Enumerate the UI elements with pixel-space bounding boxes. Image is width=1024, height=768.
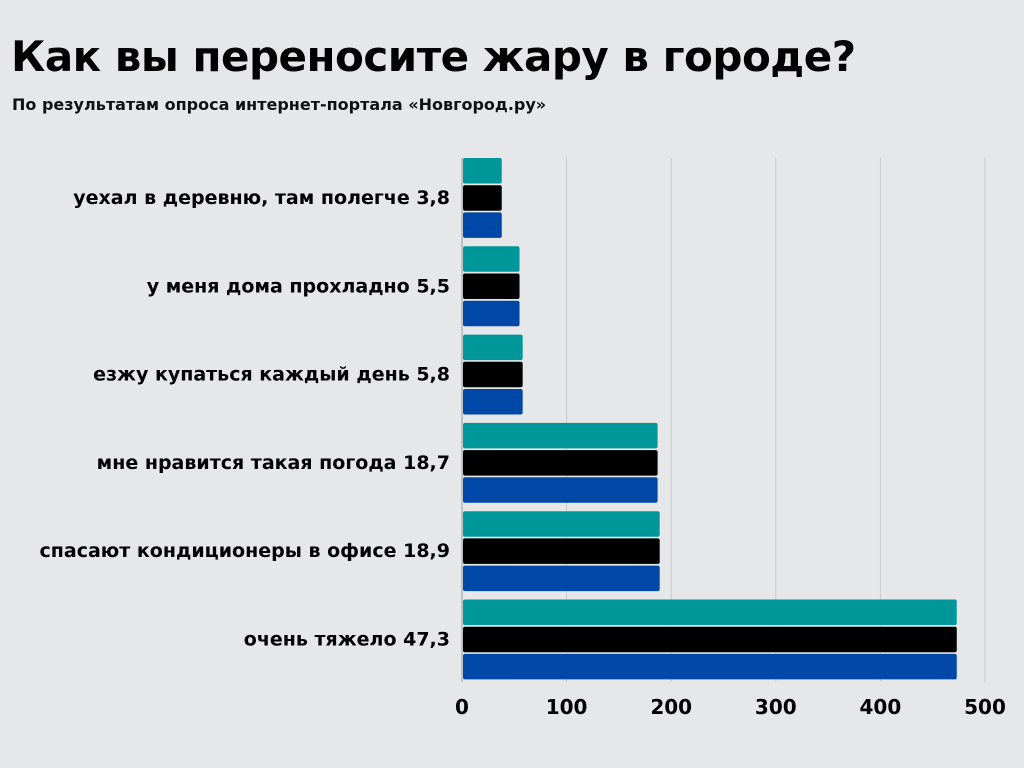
bar (463, 273, 520, 299)
x-tick-label: 500 (964, 695, 1006, 719)
bar (463, 477, 658, 503)
bar (463, 538, 660, 564)
category-label: спасают кондиционеры в офисе 18,9 (40, 540, 451, 562)
category-label: езжу купаться каждый день 5,8 (93, 364, 450, 386)
bar (463, 653, 957, 680)
bar (463, 626, 957, 653)
chart-subtitle: По результатам опроса интернет-портала «… (12, 95, 547, 114)
bar (463, 300, 520, 327)
category-labels: уехал в деревню, там полегче 3,8 у меня д… (40, 187, 451, 651)
x-tick-label: 400 (860, 695, 902, 719)
chart-title: Как вы переносите жару в городе? (11, 32, 856, 81)
category-label: уехал в деревню, там полегче 3,8 (73, 187, 450, 209)
x-axis-ticks: 0 100 200 300 400 500 (455, 695, 1006, 719)
bar (463, 389, 523, 415)
bar (463, 158, 502, 184)
bar (463, 422, 658, 449)
grid-lines (461, 158, 986, 682)
bar (463, 185, 502, 211)
bar (463, 599, 957, 625)
x-tick-label: 0 (455, 695, 469, 719)
bar (463, 450, 658, 476)
bar (463, 246, 520, 272)
bar (463, 511, 660, 537)
bar (463, 565, 660, 592)
bar (463, 334, 523, 361)
category-label: очень тяжело 47,3 (244, 628, 450, 650)
x-tick-label: 100 (546, 695, 588, 719)
category-label: у меня дома прохладно 5,5 (147, 275, 450, 297)
x-tick-label: 200 (650, 695, 692, 719)
bar (463, 212, 502, 238)
bars (463, 158, 957, 680)
x-tick-label: 300 (755, 695, 797, 719)
bar (463, 361, 523, 388)
category-label: мне нравится такая погода 18,7 (97, 452, 450, 474)
